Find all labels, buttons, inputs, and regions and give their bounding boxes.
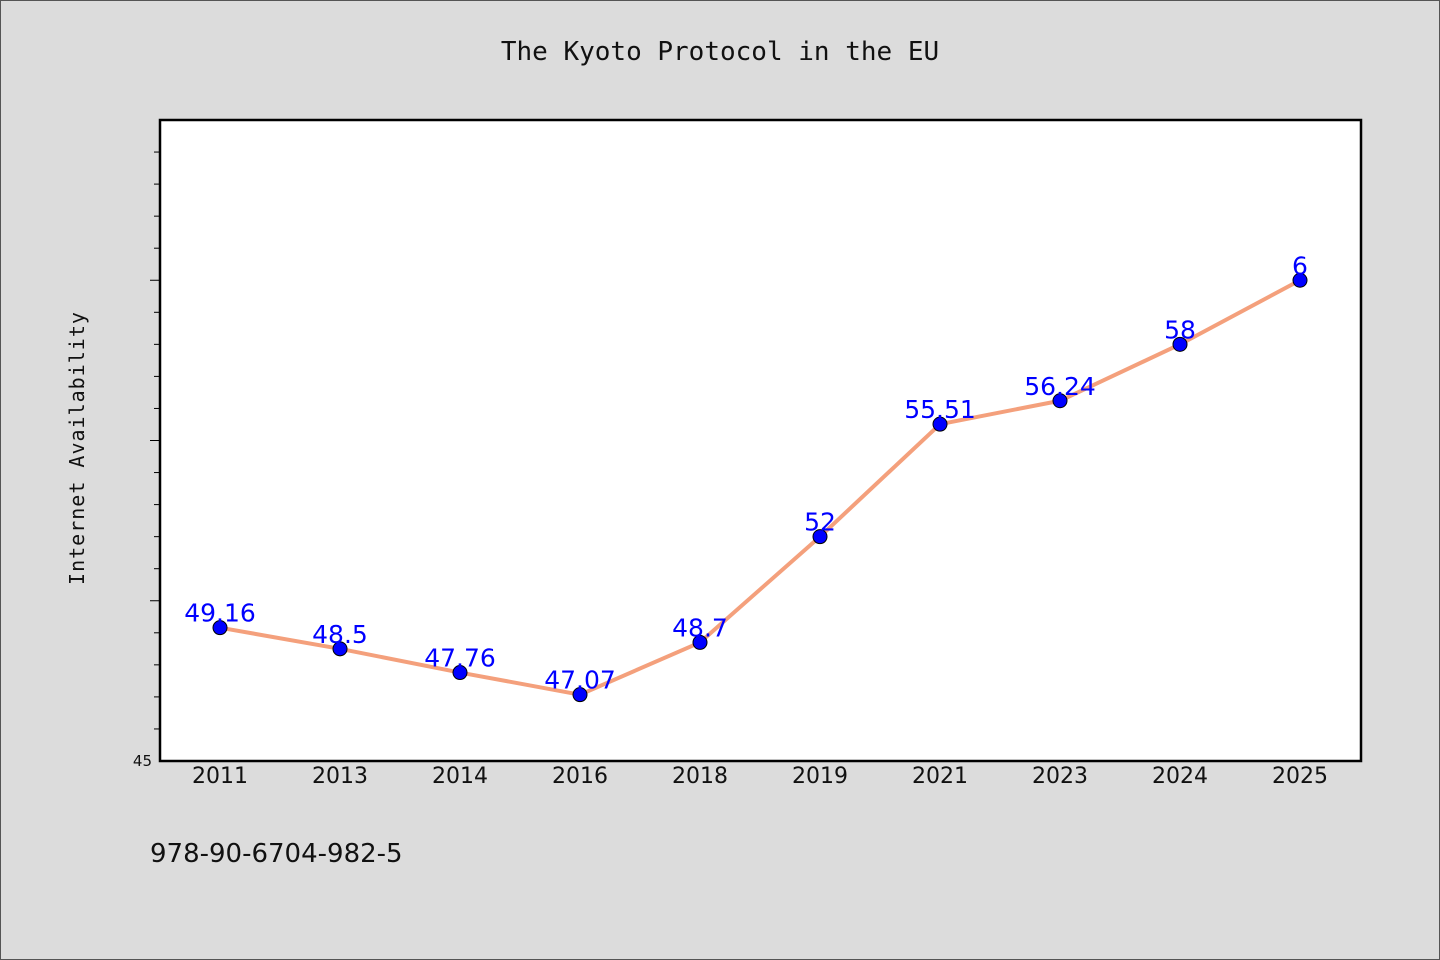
- x-tick-label: 2013: [312, 764, 368, 789]
- data-point: [1052, 393, 1068, 409]
- x-tick-label: 2019: [792, 764, 848, 789]
- data-label: 58: [1164, 315, 1196, 344]
- y-tick-label: 45: [133, 752, 152, 770]
- series-markers: [212, 272, 1308, 703]
- chart-title: The Kyoto Protocol in the EU: [501, 37, 939, 67]
- series-line: [219, 278, 1301, 697]
- data-label: 48.7: [672, 613, 728, 642]
- data-label: 52: [804, 508, 836, 537]
- data-label: 47.76: [424, 644, 496, 673]
- data-label: 56.24: [1024, 372, 1096, 401]
- footer-isbn: 978-90-6704-982-5: [150, 839, 403, 869]
- x-tick-label: 2023: [1032, 764, 1088, 789]
- y-axis-label: Internet Availability: [65, 311, 89, 585]
- data-point: [1172, 336, 1188, 352]
- data-point: [332, 641, 348, 657]
- plot-area: [158, 118, 1363, 763]
- series-lines: [219, 278, 1301, 697]
- x-tick-label: 2021: [912, 764, 968, 789]
- data-point: [1292, 272, 1308, 288]
- x-tick-label: 2024: [1152, 764, 1208, 789]
- axis-ticks: 45 2011 2013 2014 2016 2018 2019 2021 2023 2024 20…: [133, 151, 1328, 789]
- data-point: [572, 687, 588, 703]
- data-point: [812, 529, 828, 545]
- x-tick-label: 2025: [1272, 764, 1328, 789]
- x-tick-label: 2018: [672, 764, 728, 789]
- data-point: [932, 416, 948, 432]
- x-tick-label: 2016: [552, 764, 608, 789]
- x-tick-label: 2011: [192, 764, 248, 789]
- data-label: 47.07: [544, 666, 616, 695]
- x-tick-label: 2014: [432, 764, 488, 789]
- data-label: 55.51: [904, 395, 976, 424]
- data-labels: 49.16 48.5 47.76 47.07 48.7 52 55.51 56.24 58 6: [184, 251, 1308, 694]
- data-point: [212, 620, 228, 636]
- data-label: 49.16: [184, 599, 256, 628]
- data-label: 6: [1292, 251, 1308, 280]
- data-point: [452, 665, 468, 681]
- data-point: [692, 634, 708, 650]
- data-label: 48.5: [312, 620, 368, 649]
